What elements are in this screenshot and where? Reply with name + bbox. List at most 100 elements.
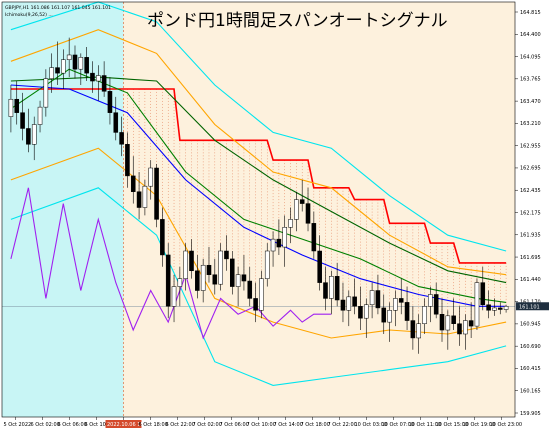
candle-body — [26, 128, 31, 145]
y-tick-label: 162.175 — [520, 210, 541, 216]
candle-body — [451, 315, 456, 324]
candle-body — [78, 57, 84, 70]
candle-body — [416, 323, 421, 339]
candle-body — [66, 54, 72, 60]
candle-body — [90, 72, 95, 82]
candle-body — [136, 191, 142, 208]
candle-body — [369, 290, 375, 306]
y-tick-label: 162.695 — [520, 166, 541, 172]
candle-body — [253, 298, 258, 311]
y-tick-label: 160.415 — [520, 366, 541, 372]
chart-title: ポンド円1時間足スパンオートシグナル — [147, 11, 448, 31]
candle-body — [96, 75, 101, 82]
candle-body — [288, 219, 293, 228]
candle-body — [20, 112, 25, 129]
candle-body — [358, 306, 363, 319]
candle-body — [107, 91, 113, 113]
y-tick-label: 163.765 — [520, 77, 541, 83]
candle-body — [43, 78, 49, 108]
candle-body — [189, 250, 194, 272]
candle-body — [61, 59, 66, 74]
candle-body — [264, 250, 270, 279]
highlighted-time-label: 2022.10.06 15:00 — [107, 422, 152, 428]
candle-body — [177, 278, 183, 287]
candle-body — [282, 227, 288, 248]
x-tick-label: 10 Oct 11:00 — [409, 422, 442, 428]
candle-body — [486, 304, 491, 311]
series-line-bollinger-lower-3 — [10, 187, 507, 386]
x-tick-label: 7 Oct 14:00 — [274, 422, 303, 428]
candle-body — [200, 264, 206, 291]
candle-body — [206, 264, 212, 275]
x-tick-label: 7 Oct 02:00 — [193, 422, 222, 428]
y-tick-label: 162.955 — [520, 143, 541, 149]
candle-body — [404, 302, 410, 321]
y-tick-label: 161.935 — [520, 233, 541, 239]
candle-body — [311, 223, 317, 252]
y-tick-label: 162.435 — [520, 188, 541, 194]
x-tick-label: 6 Oct 18:00 — [139, 422, 168, 428]
candle-body — [457, 323, 462, 335]
candle-body — [101, 75, 107, 92]
candle-body — [270, 238, 276, 252]
x-tick-label: 7 Oct 06:00 — [220, 422, 249, 428]
candle-body — [113, 112, 119, 133]
candle-body — [329, 276, 334, 299]
candle-body — [463, 320, 468, 335]
candle-body — [398, 298, 404, 303]
highlighted-time-badge — [105, 420, 142, 428]
candle-body — [130, 175, 136, 192]
y-tick-label: 160.165 — [520, 389, 541, 395]
candle-body — [422, 306, 427, 324]
x-tick-label: 7 Oct 18:00 — [301, 422, 330, 428]
y-tick-label: 163.470 — [520, 99, 541, 105]
candle-body — [142, 185, 148, 208]
x-tick-label: 10 Oct 23:00 — [490, 422, 523, 428]
x-tick-label: 10 Oct 15:00 — [436, 422, 469, 428]
candle-body — [171, 286, 177, 307]
candle-body — [49, 67, 54, 79]
candle-body — [346, 296, 352, 311]
candle-body — [160, 219, 165, 256]
candle-body — [439, 313, 445, 331]
candle-body — [154, 167, 159, 220]
candle-body — [247, 280, 253, 299]
indicator-header: Ichimoku(9,26,52) ... — [5, 12, 53, 18]
x-tick-label: 6 Oct 10:00 — [85, 422, 114, 428]
x-tick-label: 6 Oct 06:00 — [58, 422, 87, 428]
candle-body — [183, 250, 188, 279]
candle-body — [235, 274, 241, 287]
candle-body — [224, 250, 229, 260]
y-tick-label: 161.695 — [520, 255, 541, 261]
candle-body — [195, 270, 200, 291]
y-tick-label: 159.905 — [520, 411, 541, 417]
y-tick-label: 161.440 — [520, 277, 541, 283]
y-tick-label: 160.945 — [520, 322, 541, 328]
series-line-bollinger-upper-2 — [10, 29, 507, 276]
candle-body — [352, 296, 357, 307]
x-tick-label: 6 Oct 02:00 — [31, 422, 60, 428]
candle-body — [428, 294, 433, 307]
candle-body — [445, 315, 451, 331]
y-tick-label: 163.210 — [520, 121, 541, 127]
candle-body — [334, 276, 340, 301]
candle-body — [241, 274, 247, 282]
candle-body — [497, 307, 503, 310]
candle-body — [387, 310, 392, 323]
candle-body — [148, 167, 154, 187]
series-line-chikou-span — [10, 187, 332, 340]
candle-body — [410, 320, 416, 339]
candle-body — [8, 98, 14, 117]
series-line-bollinger-lower-2 — [10, 147, 507, 339]
candle-body — [305, 203, 311, 224]
candle-body — [72, 54, 78, 70]
candle-body — [480, 282, 486, 306]
candle-body — [119, 132, 124, 145]
x-tick-label: 7 Oct 10:00 — [247, 422, 276, 428]
candle-body — [393, 298, 398, 311]
candle-body — [468, 320, 474, 327]
series-line-green-band — [10, 76, 507, 284]
candle-body — [55, 67, 60, 74]
